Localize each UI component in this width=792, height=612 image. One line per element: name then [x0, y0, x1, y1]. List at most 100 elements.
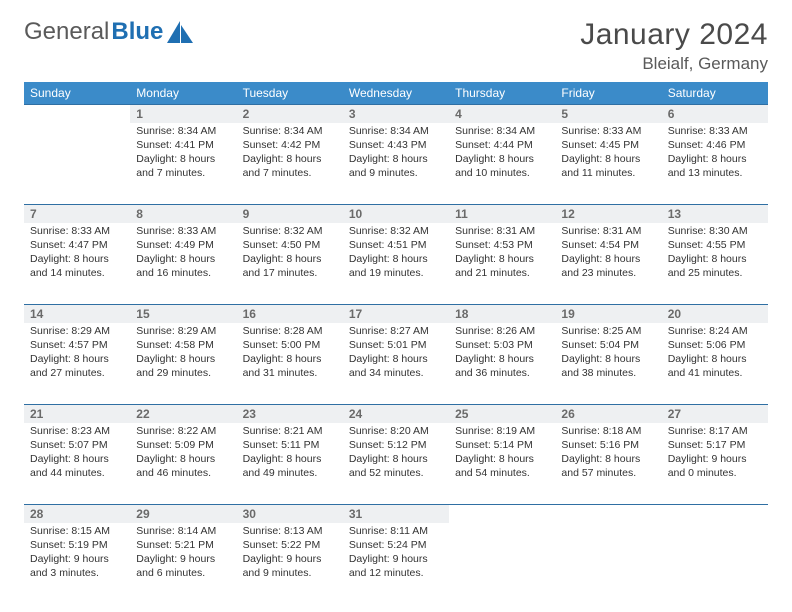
day-details-cell	[662, 523, 768, 605]
day-number-row: 21222324252627	[24, 405, 768, 423]
daylight1-text: Daylight: 8 hours	[349, 253, 443, 266]
day-details-cell: Sunrise: 8:18 AMSunset: 5:16 PMDaylight:…	[555, 423, 661, 505]
sunset-text: Sunset: 4:50 PM	[243, 239, 337, 252]
day-details-cell: Sunrise: 8:29 AMSunset: 4:57 PMDaylight:…	[24, 323, 130, 405]
daylight1-text: Daylight: 8 hours	[455, 153, 549, 166]
day-number-cell: 17	[343, 305, 449, 323]
daylight1-text: Daylight: 8 hours	[136, 253, 230, 266]
sunset-text: Sunset: 5:00 PM	[243, 339, 337, 352]
daylight1-text: Daylight: 9 hours	[136, 553, 230, 566]
daylight2-text: and 52 minutes.	[349, 467, 443, 480]
title-block: January 2024 Bleialf, Germany	[580, 18, 768, 74]
sunrise-text: Sunrise: 8:31 AM	[455, 225, 549, 238]
daylight1-text: Daylight: 8 hours	[455, 353, 549, 366]
sunset-text: Sunset: 4:43 PM	[349, 139, 443, 152]
daylight1-text: Daylight: 9 hours	[668, 453, 762, 466]
daylight1-text: Daylight: 8 hours	[243, 153, 337, 166]
daylight1-text: Daylight: 9 hours	[243, 553, 337, 566]
sunrise-text: Sunrise: 8:26 AM	[455, 325, 549, 338]
day-details-cell: Sunrise: 8:34 AMSunset: 4:41 PMDaylight:…	[130, 123, 236, 205]
daylight2-text: and 9 minutes.	[349, 167, 443, 180]
daylight2-text: and 7 minutes.	[136, 167, 230, 180]
day-number-cell: 31	[343, 505, 449, 523]
day-number-cell: 1	[130, 105, 236, 123]
daylight1-text: Daylight: 9 hours	[30, 553, 124, 566]
daylight1-text: Daylight: 8 hours	[668, 153, 762, 166]
day-number-cell: 30	[237, 505, 343, 523]
day-number-cell: 7	[24, 205, 130, 223]
sunset-text: Sunset: 5:16 PM	[561, 439, 655, 452]
sunset-text: Sunset: 4:45 PM	[561, 139, 655, 152]
daylight2-text: and 31 minutes.	[243, 367, 337, 380]
weekday-header-row: Sunday Monday Tuesday Wednesday Thursday…	[24, 82, 768, 105]
brand-part2: Blue	[111, 18, 163, 46]
daylight2-text: and 14 minutes.	[30, 267, 124, 280]
daylight1-text: Daylight: 8 hours	[136, 153, 230, 166]
day-number-cell: 6	[662, 105, 768, 123]
daylight1-text: Daylight: 8 hours	[561, 353, 655, 366]
day-details-cell: Sunrise: 8:29 AMSunset: 4:58 PMDaylight:…	[130, 323, 236, 405]
sunset-text: Sunset: 5:07 PM	[30, 439, 124, 452]
day-number-cell: 11	[449, 205, 555, 223]
day-number-cell: 8	[130, 205, 236, 223]
daylight1-text: Daylight: 8 hours	[136, 453, 230, 466]
sunset-text: Sunset: 5:22 PM	[243, 539, 337, 552]
day-details-cell: Sunrise: 8:33 AMSunset: 4:49 PMDaylight:…	[130, 223, 236, 305]
daylight2-text: and 44 minutes.	[30, 467, 124, 480]
brand-logo: GeneralBlue	[24, 18, 193, 46]
sunset-text: Sunset: 5:12 PM	[349, 439, 443, 452]
sunset-text: Sunset: 5:24 PM	[349, 539, 443, 552]
weekday-header: Saturday	[662, 82, 768, 105]
daylight2-text: and 13 minutes.	[668, 167, 762, 180]
sunset-text: Sunset: 5:01 PM	[349, 339, 443, 352]
day-details-cell: Sunrise: 8:15 AMSunset: 5:19 PMDaylight:…	[24, 523, 130, 605]
day-details-cell: Sunrise: 8:34 AMSunset: 4:42 PMDaylight:…	[237, 123, 343, 205]
sunset-text: Sunset: 4:47 PM	[30, 239, 124, 252]
brand-part1: General	[24, 18, 109, 46]
day-number-cell	[24, 105, 130, 123]
day-number-cell: 24	[343, 405, 449, 423]
sunrise-text: Sunrise: 8:27 AM	[349, 325, 443, 338]
daylight2-text: and 49 minutes.	[243, 467, 337, 480]
day-details-cell: Sunrise: 8:32 AMSunset: 4:51 PMDaylight:…	[343, 223, 449, 305]
day-number-cell	[449, 505, 555, 523]
day-details-cell: Sunrise: 8:28 AMSunset: 5:00 PMDaylight:…	[237, 323, 343, 405]
day-number-cell: 22	[130, 405, 236, 423]
daylight1-text: Daylight: 8 hours	[668, 253, 762, 266]
day-number-cell: 9	[237, 205, 343, 223]
daylight1-text: Daylight: 8 hours	[243, 453, 337, 466]
daylight2-text: and 25 minutes.	[668, 267, 762, 280]
sunrise-text: Sunrise: 8:34 AM	[455, 125, 549, 138]
location-subtitle: Bleialf, Germany	[580, 54, 768, 74]
daylight2-text: and 0 minutes.	[668, 467, 762, 480]
daylight1-text: Daylight: 8 hours	[243, 253, 337, 266]
month-title: January 2024	[580, 18, 768, 52]
sunrise-text: Sunrise: 8:24 AM	[668, 325, 762, 338]
day-details-cell: Sunrise: 8:22 AMSunset: 5:09 PMDaylight:…	[130, 423, 236, 505]
sunrise-text: Sunrise: 8:32 AM	[349, 225, 443, 238]
day-number-cell: 25	[449, 405, 555, 423]
day-number-cell: 14	[24, 305, 130, 323]
sunset-text: Sunset: 5:17 PM	[668, 439, 762, 452]
sunset-text: Sunset: 5:11 PM	[243, 439, 337, 452]
daylight2-text: and 34 minutes.	[349, 367, 443, 380]
sunrise-text: Sunrise: 8:19 AM	[455, 425, 549, 438]
day-details-row: Sunrise: 8:23 AMSunset: 5:07 PMDaylight:…	[24, 423, 768, 505]
weekday-header: Monday	[130, 82, 236, 105]
day-details-cell: Sunrise: 8:33 AMSunset: 4:45 PMDaylight:…	[555, 123, 661, 205]
daylight1-text: Daylight: 8 hours	[561, 153, 655, 166]
day-number-cell	[662, 505, 768, 523]
day-details-cell: Sunrise: 8:21 AMSunset: 5:11 PMDaylight:…	[237, 423, 343, 505]
day-details-cell: Sunrise: 8:17 AMSunset: 5:17 PMDaylight:…	[662, 423, 768, 505]
day-number-row: 14151617181920	[24, 305, 768, 323]
day-number-cell: 16	[237, 305, 343, 323]
daylight1-text: Daylight: 8 hours	[349, 153, 443, 166]
day-details-cell: Sunrise: 8:23 AMSunset: 5:07 PMDaylight:…	[24, 423, 130, 505]
sunrise-text: Sunrise: 8:33 AM	[561, 125, 655, 138]
daylight2-text: and 10 minutes.	[455, 167, 549, 180]
sunset-text: Sunset: 4:54 PM	[561, 239, 655, 252]
sunrise-text: Sunrise: 8:28 AM	[243, 325, 337, 338]
daylight1-text: Daylight: 8 hours	[30, 453, 124, 466]
sunset-text: Sunset: 4:41 PM	[136, 139, 230, 152]
daylight1-text: Daylight: 8 hours	[349, 453, 443, 466]
